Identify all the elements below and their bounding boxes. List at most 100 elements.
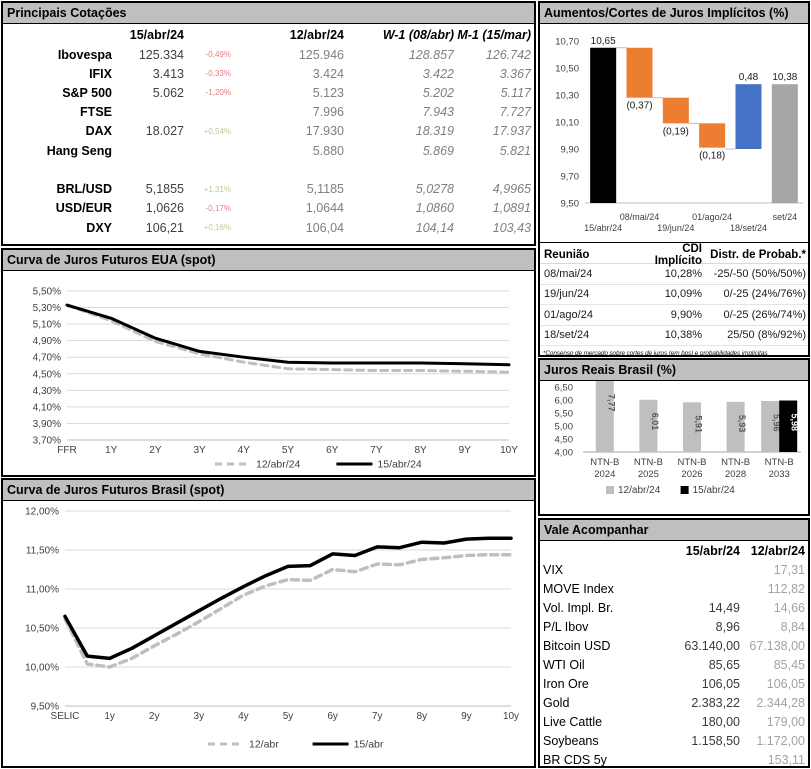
meeting-date: 19/jun/24: [544, 288, 590, 301]
quote-w1: 3.422: [422, 66, 454, 81]
watch-current: 14,49: [708, 600, 740, 615]
legend-label: 12/abr/24: [256, 459, 301, 471]
watch-label: Live Cattle: [543, 714, 603, 729]
waterfall-bar: [662, 97, 689, 124]
panel-title: Aumentos/Cortes de Juros Implícitos (%): [540, 3, 808, 24]
x-tick-label: 1y: [104, 711, 115, 722]
watch-prev: 106,05: [766, 676, 805, 691]
watch-row: Iron Ore 106,05 106,05: [540, 674, 808, 693]
x-tick-label: 3Y: [193, 445, 206, 456]
watch-row: Bitcoin USD 63.140,00 67.138,00: [540, 636, 808, 655]
waterfall-bar: [626, 47, 653, 98]
x-tick-label: 10Y: [500, 445, 518, 456]
x-tick-label: 2025: [638, 469, 659, 480]
real-rate-bar: [683, 402, 701, 452]
spacer-row: [3, 160, 534, 180]
meetings-footnote: *Consenso de mercado sobre cortes de jur…: [543, 350, 768, 357]
legend-label: 12/abr/24: [618, 485, 661, 496]
watch-prev: 1.172,00: [756, 733, 805, 748]
quote-prev: 3.424: [312, 66, 344, 81]
watch-row: BR CDS 5y 153,11: [540, 750, 808, 769]
watch-prev: 85,45: [773, 657, 805, 672]
waterfall-bar: [771, 84, 798, 203]
watch-prev: 17,31: [773, 562, 805, 577]
quote-prev: 125.946: [298, 47, 344, 62]
bar-value-label: 10,38: [772, 72, 797, 83]
watch-label: BR CDS 5y: [543, 752, 607, 767]
y-tick-label: 6,00: [555, 396, 574, 407]
y-tick-label: 6,50: [555, 383, 574, 394]
us-curve-chart: 3,70% 3,90% 4,10% 4,30% 4,50% 4,70% 4,90% 5,10%…: [33, 287, 519, 471]
y-tick-label: 4,70%: [33, 353, 61, 364]
watch-label: P/L Ibov: [543, 619, 589, 634]
bar-value-label: 0,48: [739, 72, 759, 83]
y-tick-label: 11,00%: [26, 585, 59, 596]
x-tick-label: 6y: [327, 711, 338, 722]
y-tick-label: 9,50: [561, 199, 580, 210]
quote-change: +1,31%: [203, 184, 231, 194]
panel-title: Vale Acompanhar: [540, 520, 808, 541]
bar-value-label: 5,96: [772, 414, 782, 432]
x-tick-label: 2033: [769, 469, 790, 480]
panel-implied-rates: Aumentos/Cortes de Juros Implícitos (%) …: [538, 1, 810, 357]
legend-label: 15/abr/24: [693, 485, 736, 496]
quote-change: -1,20%: [205, 88, 231, 98]
quote-prev: 17.930: [305, 124, 344, 139]
bar-value-label: (0,37): [626, 101, 652, 112]
x-tick-label: SELIC: [51, 711, 80, 722]
y-tick-label: 9,50%: [31, 702, 59, 713]
panel-title: Curva de Juros Futuros EUA (spot): [3, 250, 534, 271]
x-tick-label: 01/ago/24: [692, 212, 732, 222]
watch-current: 2.383,22: [691, 695, 740, 710]
quote-current: 5,1855: [145, 182, 184, 197]
watch-label: Iron Ore: [543, 676, 589, 691]
x-tick-label: 15/abr/24: [584, 223, 622, 233]
quote-label: FTSE: [80, 105, 112, 120]
x-tick-label: 18/set/24: [730, 223, 767, 233]
real-rate-bar: [639, 399, 658, 452]
x-tick-label: set/24: [773, 212, 798, 222]
panel-br-curve: Curva de Juros Futuros Brasil (spot) 9,5…: [1, 478, 536, 768]
watch-header-row: 15/abr/24 12/abr/24: [540, 541, 808, 560]
x-tick-label: 5Y: [282, 445, 295, 456]
y-tick-label: 4,00: [555, 448, 574, 459]
quote-w1: 18.319: [415, 124, 454, 139]
bar-value-label: 7,77: [606, 394, 616, 412]
legend-label: 15/abr: [354, 739, 384, 751]
x-tick-label: 4Y: [238, 445, 251, 456]
quote-current: 1,0626: [145, 201, 184, 216]
y-tick-label: 4,90%: [33, 336, 61, 347]
meeting-distribution: 25/50 (8%/92%): [727, 329, 806, 342]
watch-prev: 67.138,00: [749, 638, 805, 653]
quote-row: Hang Seng 5.880 5.869 5.821: [3, 141, 534, 160]
x-tick-label: 2Y: [149, 445, 162, 456]
watch-row: Soybeans 1.158,50 1.172,00: [540, 731, 808, 750]
x-tick-label: 6Y: [326, 445, 339, 456]
watch-prev: 8,84: [780, 619, 805, 634]
panel-us-curve: Curva de Juros Futuros EUA (spot) 3,70% 3…: [1, 248, 536, 477]
y-tick-label: 5,10%: [33, 320, 61, 331]
watch-row: Vol. Impl. Br. 14,49 14,66: [540, 598, 808, 617]
watch-row: Gold 2.383,22 2.344,28: [540, 693, 808, 712]
quote-w1: 128.857: [408, 47, 454, 62]
meetings-header-cdi: CDI Implícito: [654, 243, 702, 267]
y-tick-label: 11,50%: [26, 546, 59, 557]
x-tick-label: 08/mai/24: [620, 212, 660, 222]
x-tick-label: 1Y: [105, 445, 118, 456]
y-tick-label: 3,90%: [33, 419, 61, 430]
bar-value-label: 5,93: [737, 415, 747, 433]
quote-m1: 17.937: [492, 124, 531, 139]
quote-m1: 103,43: [492, 220, 531, 235]
quote-change: +0,54%: [203, 126, 231, 136]
x-tick-label: 5y: [283, 711, 294, 722]
quote-row: S&P 500 5.062 -1,20% 5.123 5.202 5.117: [3, 83, 534, 102]
y-tick-label: 10,10: [555, 118, 579, 129]
quote-row: FTSE 7.996 7.943 7.727: [3, 103, 534, 122]
quote-row: USD/EUR 1,0626 -0,17% 1,0644 1,0860 1,0891: [3, 199, 534, 218]
x-tick-label: NTN-B: [634, 457, 663, 468]
meeting-row: 18/set/24 10,38% 25/50 (8%/92%): [540, 326, 808, 346]
quote-change: -0,33%: [205, 69, 231, 79]
series-line-15/abr/24: [65, 303, 511, 367]
bar-value-label: 5,91: [694, 415, 704, 433]
quote-prev: 5.880: [312, 143, 344, 158]
